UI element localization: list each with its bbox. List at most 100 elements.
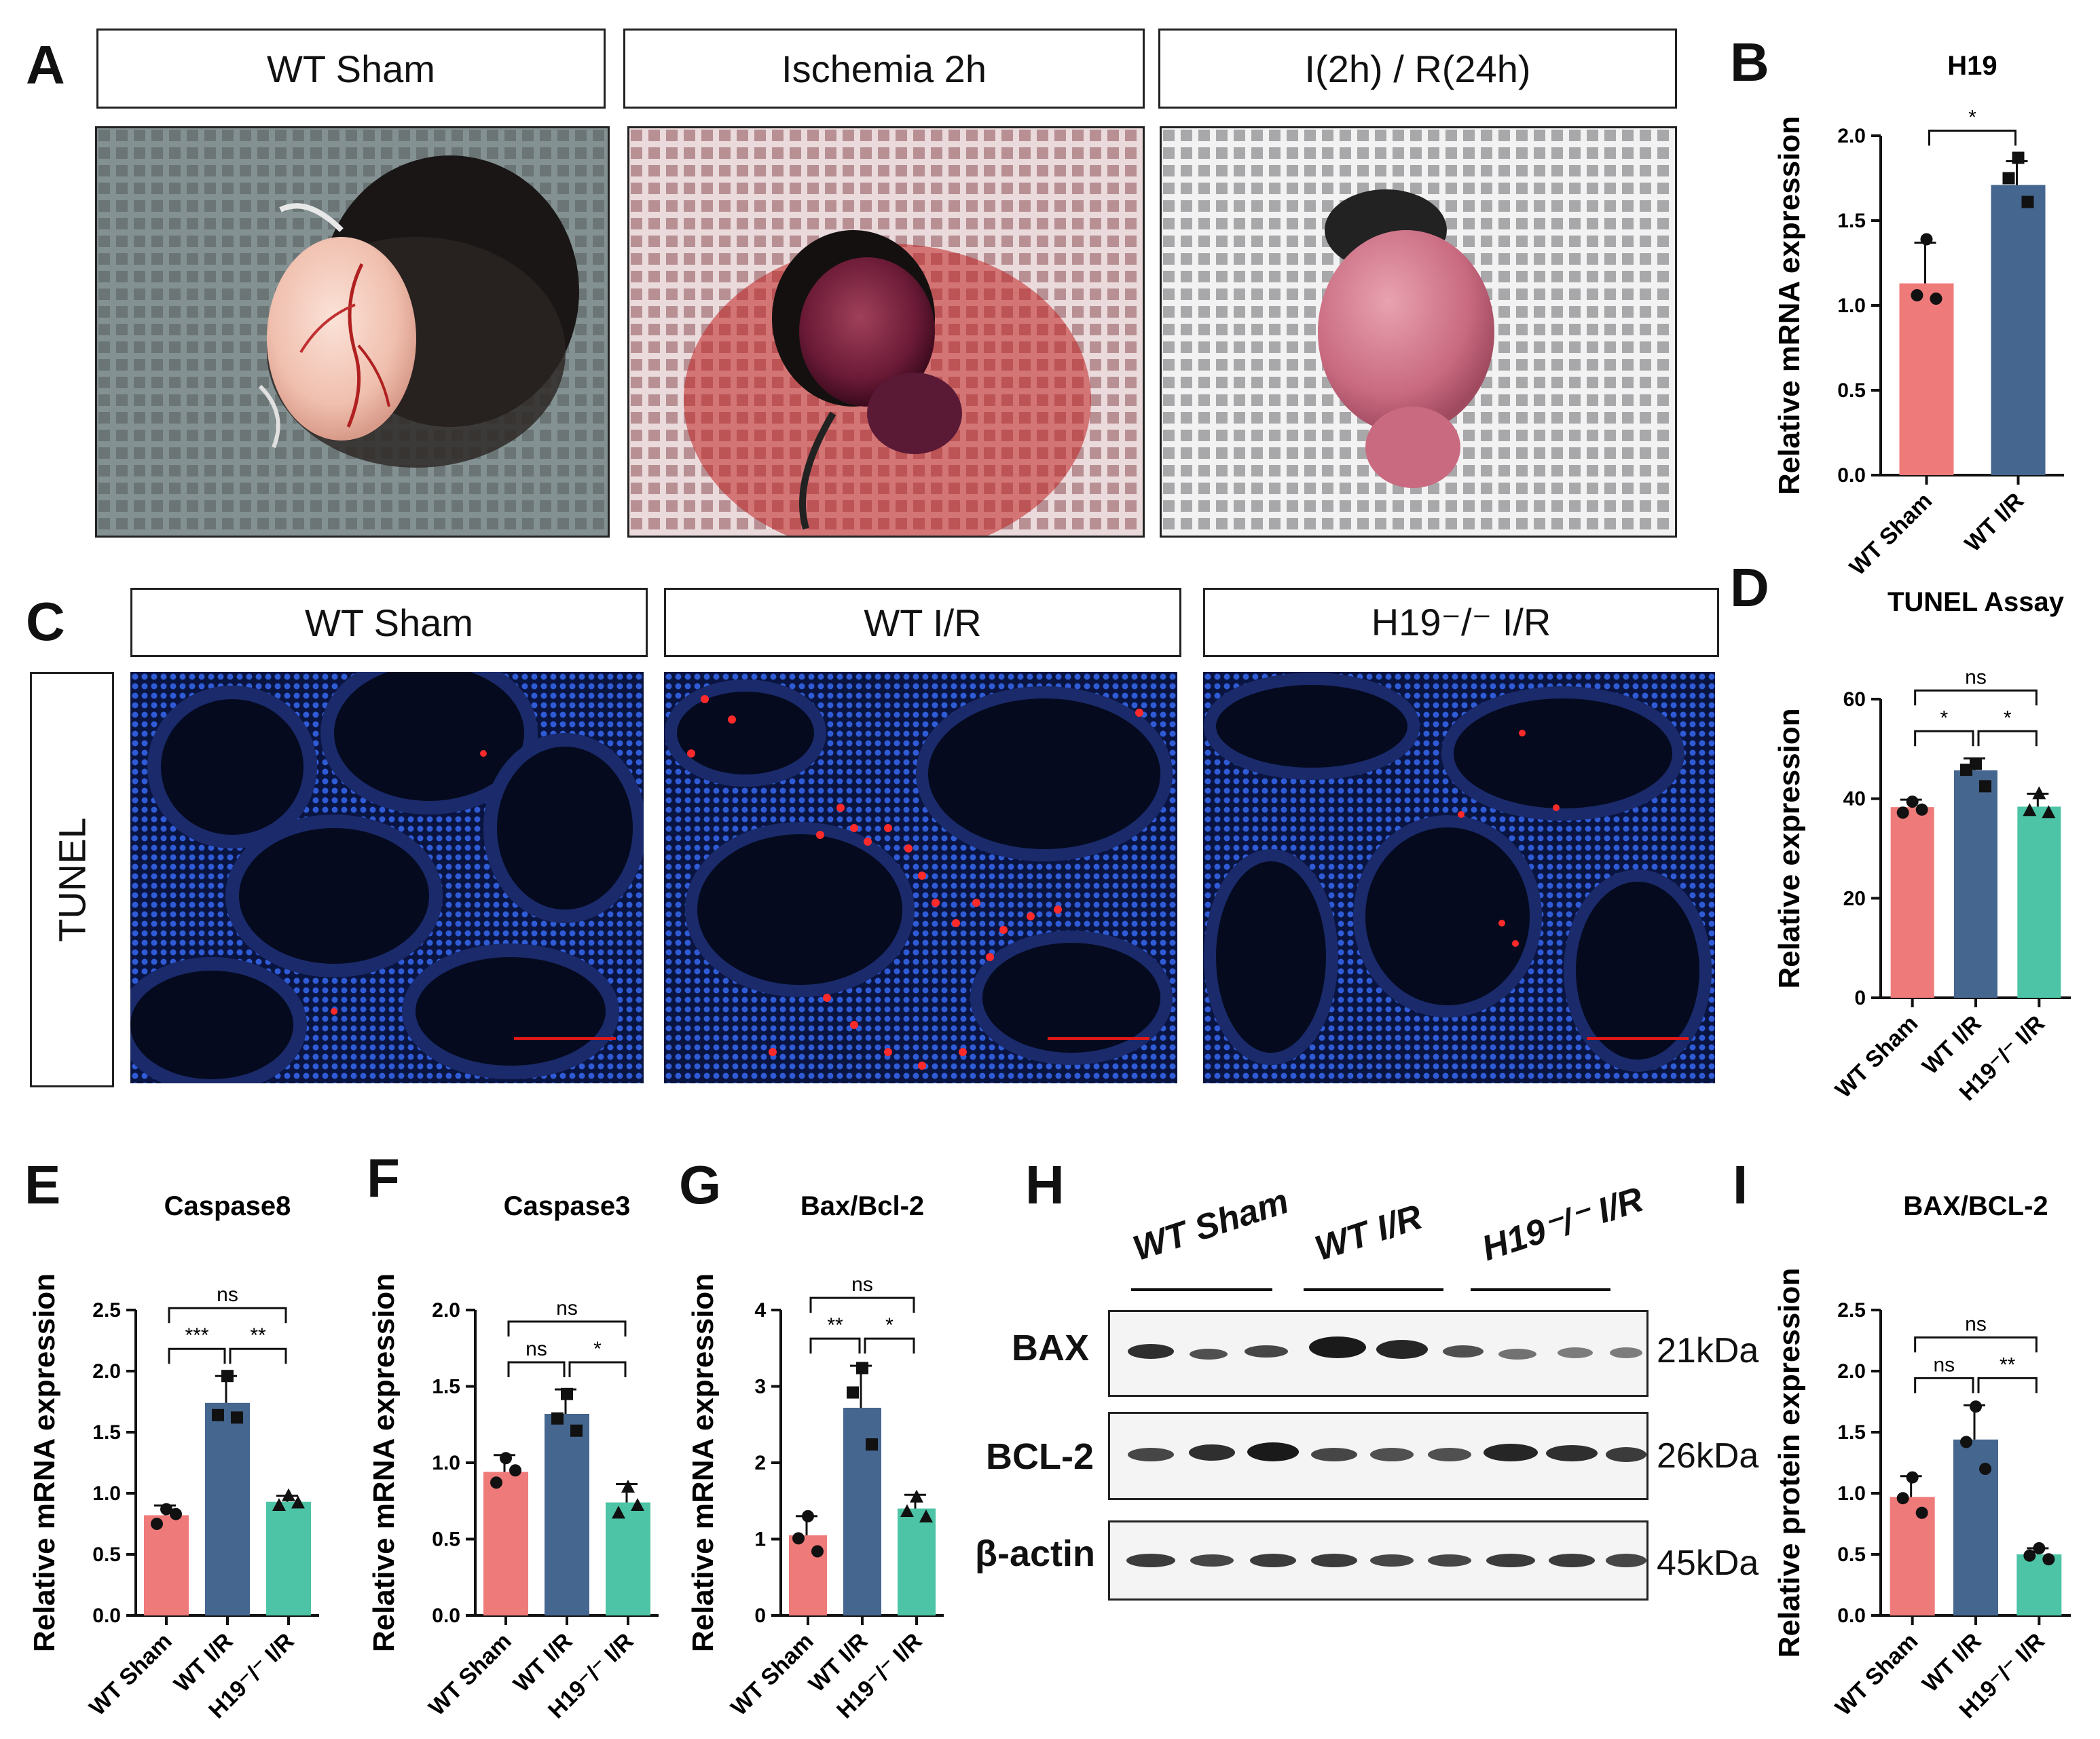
row-label-tunel: TUNEL — [30, 672, 114, 1087]
y-tick-label-i: 0.5 — [1837, 1544, 1866, 1566]
sig-label-e-1: ** — [250, 1324, 266, 1347]
panel-letter-a: A — [26, 35, 65, 95]
sig-label-g-0: ** — [827, 1314, 843, 1336]
y-tick-label-i: 1.0 — [1837, 1482, 1866, 1505]
data-point-i-2-1 — [2023, 1549, 2036, 1562]
label-c-wt-ir: WT I/R — [664, 588, 1181, 657]
chart-title-g: Bax/Bcl-2 — [800, 1191, 924, 1221]
chart-title-b: H19 — [1947, 51, 1997, 81]
y-tick-label-f: 0.5 — [432, 1529, 460, 1551]
data-point-b-0-0 — [1920, 233, 1933, 246]
panel-letter-d: D — [1730, 557, 1769, 618]
sig-label-i-2: ns — [1965, 1313, 1987, 1335]
data-point-e-0-2 — [170, 1508, 182, 1520]
bar-i-0 — [1890, 1497, 1935, 1615]
sig-label-f-2: ns — [556, 1297, 578, 1320]
data-point-i-1-1 — [1960, 1436, 1972, 1448]
blot-lane-wt-sham: WT Sham — [1128, 1181, 1294, 1269]
data-point-d-2-0 — [2032, 786, 2046, 800]
x-tick-label-e-0: WT Sham — [84, 1628, 177, 1721]
y-tick-label-e: 0.0 — [92, 1605, 121, 1627]
bar-d-0 — [1890, 807, 1934, 998]
micrograph-wt-ir — [664, 672, 1177, 1083]
data-point-i-0-1 — [1896, 1492, 1909, 1505]
sig-bracket-i-1 — [1977, 1377, 2038, 1394]
data-point-g-1-0 — [856, 1362, 868, 1375]
label-ischemia-reperfusion: I(2h) / R(24h) — [1158, 29, 1677, 109]
data-point-i-2-2 — [2042, 1553, 2055, 1566]
sig-label-i-0: ns — [1933, 1353, 1955, 1376]
data-point-g-0-2 — [811, 1545, 824, 1558]
chart-title-d: TUNEL Assay — [1887, 587, 2065, 617]
bar-d-1 — [1954, 770, 1997, 998]
sig-bracket-d-2 — [1914, 689, 2038, 706]
sig-label-g-2: ns — [851, 1273, 873, 1296]
x-tick-label-d-0: WT Sham — [1830, 1011, 1923, 1103]
bar-f-2 — [606, 1502, 650, 1615]
label-wt-sham: WT Sham — [96, 29, 606, 109]
sig-bracket-e-0 — [168, 1347, 226, 1364]
y-tick-label-b: 0.0 — [1837, 464, 1866, 487]
sig-label-f-0: ns — [526, 1338, 547, 1360]
data-point-f-0-0 — [500, 1452, 512, 1465]
y-axis-label-d: Relative expression — [1773, 708, 1806, 988]
data-point-d-0-1 — [1896, 806, 1909, 819]
y-tick-label-b: 0.5 — [1837, 379, 1866, 402]
sig-bracket-f-0 — [507, 1361, 566, 1377]
bar-e-1 — [205, 1402, 250, 1615]
x-tick-label-b-1: WT I/R — [1959, 488, 2029, 557]
data-point-i-0-0 — [1906, 1471, 1919, 1484]
y-tick-label-i: 2.0 — [1837, 1360, 1866, 1383]
blot-label-bcl2: BCL-2 — [986, 1436, 1094, 1477]
y-tick-label-g: 4 — [754, 1299, 766, 1322]
data-point-g-2-1 — [900, 1504, 914, 1517]
bar-f-1 — [545, 1414, 589, 1615]
y-axis-label-b: Relative mRNA expression — [1773, 116, 1806, 495]
data-point-b-1-2 — [2021, 195, 2034, 208]
data-point-e-2-2 — [291, 1495, 305, 1509]
y-axis-label-g: Relative mRNA expression — [686, 1273, 720, 1652]
data-point-f-2-0 — [621, 1480, 635, 1493]
data-point-e-0-0 — [160, 1503, 172, 1516]
sig-label-d-0: * — [1940, 707, 1948, 729]
y-tick-label-f: 2.0 — [432, 1299, 460, 1322]
y-tick-label-i: 0.0 — [1837, 1605, 1866, 1627]
y-tick-label-b: 2.0 — [1837, 125, 1866, 147]
bar-g-2 — [898, 1508, 936, 1615]
data-point-b-0-2 — [1930, 293, 1942, 305]
micrograph-h19-ir — [1203, 672, 1715, 1083]
label-ischemia-2h: Ischemia 2h — [623, 29, 1145, 109]
data-point-g-1-1 — [847, 1386, 859, 1399]
panel-letter-g: G — [679, 1155, 722, 1215]
y-tick-label-d: 60 — [1843, 688, 1866, 711]
data-point-e-1-1 — [212, 1408, 224, 1421]
data-point-b-1-1 — [2002, 172, 2015, 185]
chart-bax-bcl2-mrna: Bax/Bcl-2 Relative mRNA expression 0 1 2 3 4 WT… — [686, 1191, 944, 1723]
sig-bracket-e-1 — [229, 1347, 287, 1364]
x-tick-label-b-0: WT Sham — [1845, 488, 1937, 580]
panel-letter-f: F — [367, 1148, 400, 1208]
sig-bracket-f-2 — [507, 1320, 627, 1336]
y-tick-label-g: 2 — [754, 1452, 766, 1474]
blot-lane-h19-ir: H19⁻/⁻ I/R — [1477, 1179, 1648, 1269]
x-tick-label-f-0: WT Sham — [424, 1628, 516, 1721]
bar-e-2 — [266, 1501, 311, 1615]
blot-strip-bcl2 — [1108, 1412, 1648, 1500]
data-point-g-1-2 — [866, 1438, 878, 1451]
data-point-d-1-0 — [1970, 758, 1982, 770]
data-point-i-0-2 — [1915, 1506, 1928, 1519]
y-tick-label-f: 0.0 — [432, 1605, 460, 1627]
y-axis-label-e: Relative mRNA expression — [28, 1273, 61, 1652]
sig-bracket-g-0 — [809, 1337, 861, 1354]
sig-label-d-2: ns — [1965, 666, 1987, 688]
sig-label-b-0: * — [1968, 107, 1976, 129]
data-point-b-1-0 — [2012, 151, 2025, 164]
sig-label-d-1: * — [2004, 707, 2012, 729]
blot-kda-b-actin: 45kDa — [1657, 1544, 1759, 1583]
sig-bracket-g-1 — [864, 1337, 915, 1354]
y-tick-label-i: 2.5 — [1837, 1299, 1866, 1322]
y-tick-label-e: 0.5 — [92, 1544, 121, 1566]
y-tick-label-d: 20 — [1843, 887, 1866, 910]
sig-bracket-i-0 — [1914, 1377, 1974, 1394]
data-point-i-1-2 — [1979, 1463, 1991, 1475]
